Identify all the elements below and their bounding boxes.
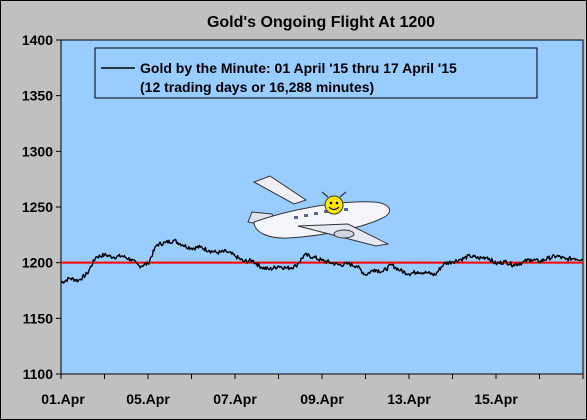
x-tick-label: 15.Apr (474, 391, 518, 407)
x-tick-label: 09.Apr (300, 391, 344, 407)
series-line-gold (60, 238, 583, 284)
y-tick-label: 1400 (22, 32, 53, 48)
legend-box (94, 47, 538, 99)
legend-subtitle: (12 trading days or 16,288 minutes) (140, 79, 374, 95)
smiley-pilot-icon (321, 191, 347, 215)
airplane-illustration (247, 175, 390, 247)
y-tick-label: 1300 (22, 143, 53, 159)
chart-title: Gold's Ongoing Flight At 1200 (207, 14, 435, 31)
x-tick-label: 13.Apr (387, 391, 431, 407)
y-tick-label: 1200 (22, 255, 53, 271)
x-axis: 01.Apr 05.Apr 07.Apr 09.Apr 13.Apr 15.Apr (41, 374, 584, 407)
airplane-fuselage (253, 201, 390, 239)
y-tick-label: 1150 (23, 310, 54, 326)
x-tick-label: 01.Apr (41, 391, 85, 407)
legend: Gold by the Minute: 01 April '15 thru 17… (94, 47, 538, 99)
x-tick-label: 05.Apr (126, 391, 170, 407)
y-tick-label: 1250 (22, 199, 53, 215)
x-tick-label: 07.Apr (213, 391, 257, 407)
y-tick-label: 1100 (23, 366, 54, 382)
airplane-engine (333, 229, 355, 239)
legend-entry: Gold by the Minute: 01 April '15 thru 17… (140, 60, 457, 76)
y-tick-label: 1350 (22, 88, 53, 104)
airplane-back-wing (252, 175, 308, 205)
y-axis: 1100 1150 1200 1250 1300 1350 1400 (22, 32, 61, 382)
